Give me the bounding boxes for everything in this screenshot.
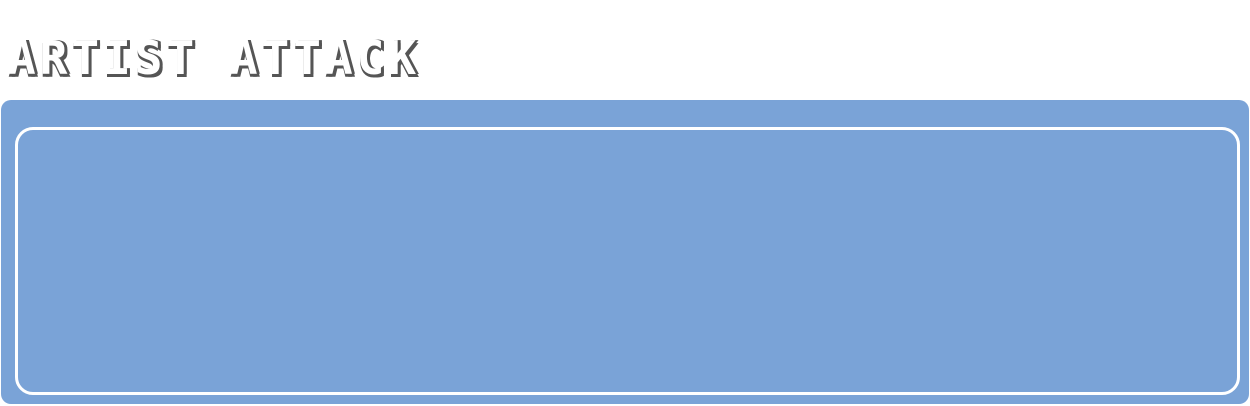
page-title: ARTIST ATTACK [8, 31, 421, 85]
content-panel [1, 100, 1249, 404]
content-frame [15, 127, 1240, 395]
